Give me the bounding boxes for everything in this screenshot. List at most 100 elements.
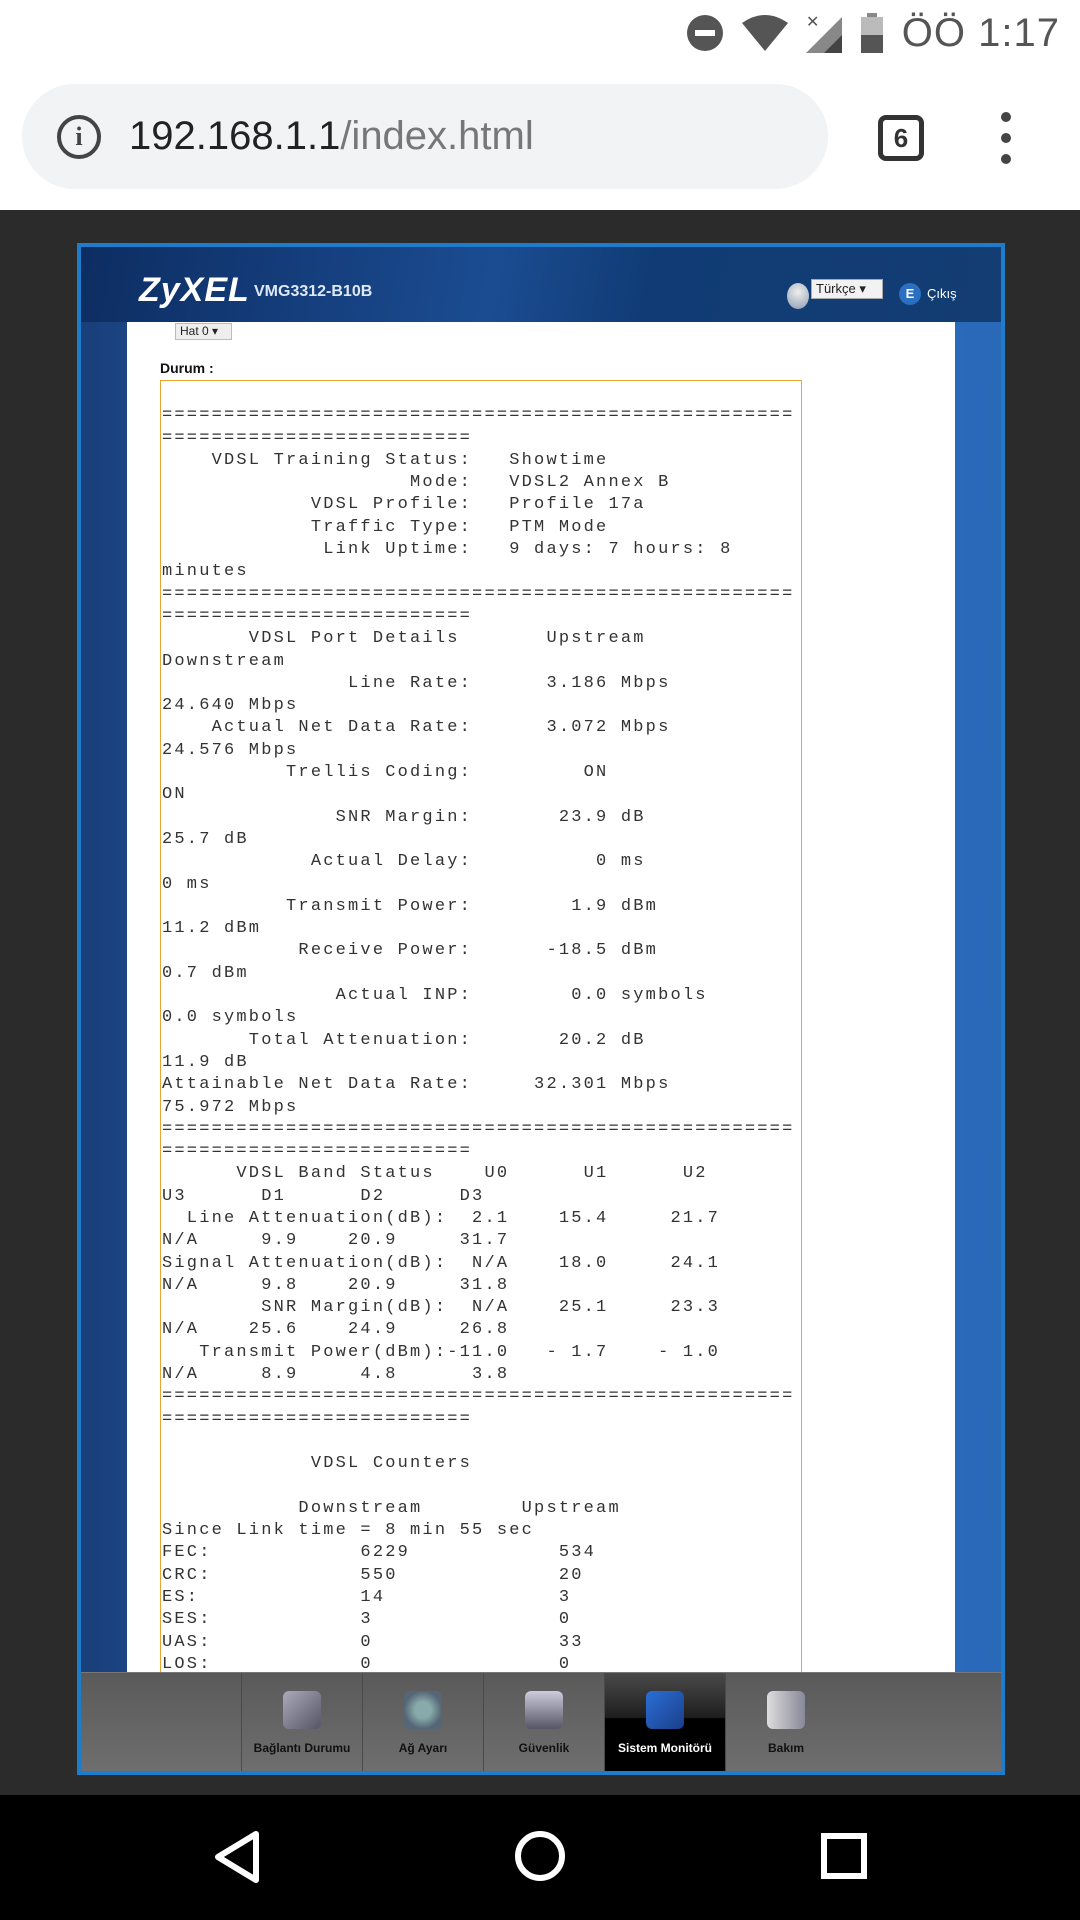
nav-item-maintenance[interactable]: Bakım (725, 1673, 846, 1771)
status-line: Receive Power: -18.5 dBm (162, 941, 659, 961)
status-line (162, 1431, 801, 1453)
status-line: 0 ms (162, 874, 212, 894)
status-line: ES: 14 3 (162, 1588, 572, 1608)
status-bar: ✕ ÖÖ 1:17 (0, 0, 1080, 66)
status-line: ========================================… (162, 1387, 795, 1407)
status-line: SES: 3 0 (162, 1610, 572, 1630)
nav-item-shield[interactable]: Güvenlik (483, 1673, 604, 1771)
status-line: Downstream (162, 651, 287, 671)
nav-item-connection-status[interactable]: Bağlantı Durumu (241, 1673, 362, 1771)
logout-icon[interactable]: E (899, 283, 921, 305)
url-text[interactable]: 192.168.1.1/index.html (129, 114, 534, 159)
monitor-chart-icon (646, 1691, 684, 1729)
status-line: SNR Margin(dB): N/A 25.1 23.3 (162, 1298, 721, 1318)
status-line: Since Link time = 8 min 55 sec (162, 1521, 535, 1541)
status-line: Attainable Net Data Rate: 32.301 Mbps (162, 1075, 671, 1095)
maintenance-icon (767, 1691, 805, 1729)
status-line: 24.576 Mbps (162, 740, 299, 760)
status-line: SNR Margin: 23.9 dB (162, 807, 646, 827)
status-line (162, 1476, 801, 1498)
status-line: Traffic Type: PTM Mode (162, 517, 609, 537)
recents-icon[interactable] (820, 1832, 868, 1880)
svg-text:✕: ✕ (806, 13, 819, 31)
android-nav-bar (0, 1795, 1080, 1920)
status-line: U3 D1 D2 D3 (162, 1186, 485, 1206)
status-line: ON (162, 785, 187, 805)
nav-label: Sistem Monitörü (617, 1741, 712, 1755)
status-line: LOS: 0 0 (162, 1654, 572, 1674)
back-icon[interactable] (212, 1830, 262, 1884)
line-select[interactable]: Hat 0 ▾ (175, 323, 232, 340)
shield-icon (525, 1691, 563, 1729)
status-line: N/A 8.9 4.8 3.8 (162, 1365, 510, 1385)
status-textarea[interactable]: ========================= ===============… (160, 380, 802, 1700)
status-line: Downstream Upstream (162, 1498, 621, 1518)
status-line: Transmit Power(dBm):-11.0 - 1.7 - 1.0 (162, 1342, 721, 1362)
status-line: 25.7 dB (162, 829, 249, 849)
menu-icon[interactable] (996, 112, 1016, 164)
status-line: Actual Net Data Rate: 3.072 Mbps (162, 718, 671, 738)
status-line: VDSL Band Status U0 U1 U2 (162, 1164, 708, 1184)
status-line (162, 383, 801, 405)
wifi-icon (741, 15, 788, 51)
status-line: 0.0 symbols (162, 1008, 299, 1028)
nav-item-gear[interactable]: Ağ Ayarı (362, 1673, 483, 1771)
status-line: N/A 9.8 20.9 31.8 (162, 1275, 510, 1295)
status-line: ========================= (162, 606, 473, 626)
status-line: CRC: 550 20 (162, 1565, 584, 1585)
status-line: Link Uptime: 9 days: 7 hours: 8 (162, 540, 733, 560)
nav-label: Bakım (767, 1741, 805, 1755)
battery-icon (860, 13, 883, 53)
language-select[interactable]: Türkçe ▾ (811, 279, 883, 299)
nav-item-monitor-chart[interactable]: Sistem Monitörü (604, 1673, 725, 1771)
no-signal-icon: ✕ (805, 13, 842, 53)
status-line: Mode: VDSL2 Annex B (162, 473, 671, 493)
status-line: FEC: 6229 534 (162, 1543, 597, 1563)
url-bar[interactable]: i 192.168.1.1/index.html (22, 84, 828, 189)
router-header: ZyXEL VMG3312-B10B Türkçe ▾ E Çıkış (81, 247, 1001, 322)
status-line: ========================= (162, 1142, 473, 1162)
brand-logo: ZyXEL (139, 271, 250, 309)
nav-label: Bağlantı Durumu (253, 1741, 351, 1755)
tabs-button[interactable]: 6 (878, 115, 924, 161)
status-line: ========================================… (162, 406, 795, 426)
status-line: ========================================… (162, 584, 795, 604)
status-line: VDSL Port Details Upstream (162, 629, 646, 649)
status-line: UAS: 0 33 (162, 1632, 584, 1652)
status-line: N/A 25.6 24.9 26.8 (162, 1320, 510, 1340)
do-not-disturb-icon (686, 15, 723, 51)
status-line: Signal Attenuation(dB): N/A 18.0 24.1 (162, 1253, 721, 1273)
status-line: 0.7 dBm (162, 963, 249, 983)
status-line: 24.640 Mbps (162, 696, 299, 716)
model-name: VMG3312-B10B (254, 283, 373, 300)
browser-toolbar: i 192.168.1.1/index.html 6 (0, 66, 1080, 210)
status-line: Line Rate: 3.186 Mbps (162, 673, 671, 693)
status-line: Line Attenuation(dB): 2.1 15.4 21.7 (162, 1208, 721, 1228)
logout-link[interactable]: Çıkış (927, 286, 957, 301)
status-line: 11.9 dB (162, 1052, 249, 1072)
gear-icon (404, 1691, 442, 1729)
connection-status-icon (283, 1691, 321, 1729)
status-line: VDSL Profile: Profile 17a (162, 495, 646, 515)
status-line: ========================================… (162, 1119, 795, 1139)
status-line: ========================= (162, 1409, 473, 1429)
url-path: /index.html (340, 114, 534, 158)
nav-label: Ağ Ayarı (398, 1741, 448, 1755)
status-line: VDSL Training Status: Showtime (162, 450, 609, 470)
clock: ÖÖ 1:17 (901, 10, 1060, 55)
status-label: Durum : (160, 360, 214, 376)
status-line: Actual INP: 0.0 symbols (162, 986, 708, 1006)
status-line: Transmit Power: 1.9 dBm (162, 896, 659, 916)
router-frame: ZyXEL VMG3312-B10B Türkçe ▾ E Çıkış Hat … (77, 243, 1005, 1775)
info-icon[interactable]: i (57, 114, 101, 159)
main-content: Hat 0 ▾ Durum : ========================… (127, 322, 955, 1700)
status-line: Trellis Coding: ON (162, 763, 609, 783)
url-host: 192.168.1.1 (129, 114, 341, 158)
bottom-nav: Bağlantı Durumu Ağ Ayarı Güvenlik Sistem Mo… (81, 1672, 1001, 1771)
home-icon[interactable] (514, 1830, 566, 1882)
status-line: N/A 9.9 20.9 31.7 (162, 1231, 510, 1251)
status-line: VDSL Counters (162, 1454, 473, 1474)
status-line: Actual Delay: 0 ms (162, 852, 646, 872)
user-icon (787, 283, 809, 309)
status-line: minutes (162, 562, 249, 582)
